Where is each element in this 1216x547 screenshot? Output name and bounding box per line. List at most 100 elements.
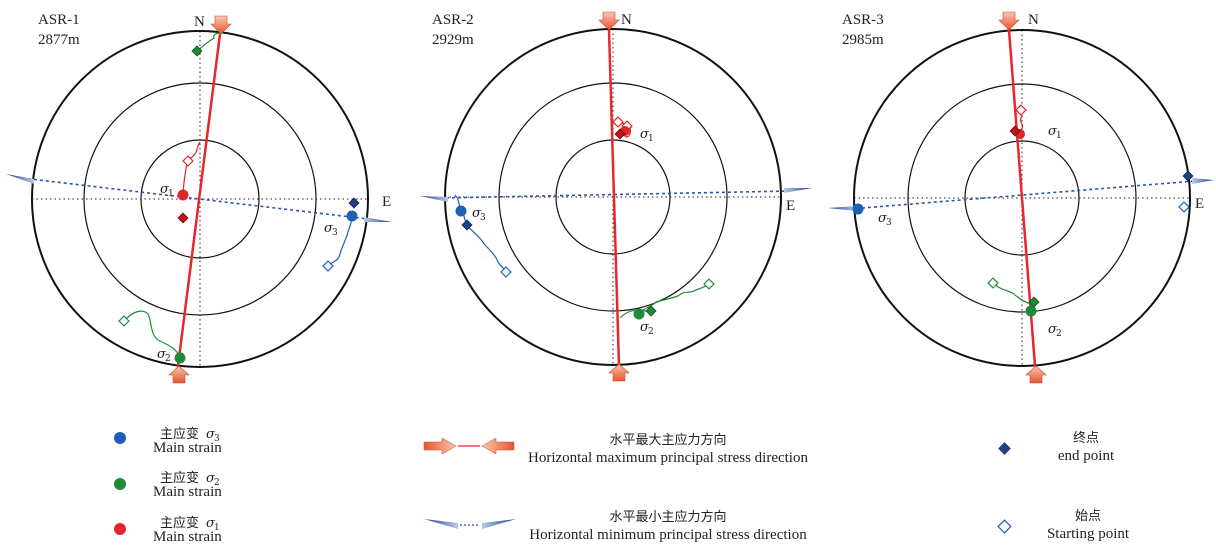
shmax-arrow-south [168, 365, 190, 384]
sigma2-top-trace [196, 32, 222, 53]
legend-en: Main strain [153, 440, 222, 456]
shmax-arrow-north [598, 11, 620, 31]
shmin-arrow-east [1192, 178, 1214, 184]
sigma1-sub: 1 [648, 134, 654, 144]
sigma2-label: σ [157, 347, 167, 362]
sigma2-end-point [1028, 296, 1040, 308]
shmin-arrow-east [364, 217, 392, 222]
sigma3-sub: 3 [480, 213, 486, 223]
sigma3-start-point [1178, 201, 1190, 213]
sigma1-sub: 1 [168, 189, 174, 199]
shmax-arrow-south [608, 363, 630, 382]
sigma1-start-point [182, 155, 194, 167]
legend-sigma3-marker [114, 432, 126, 444]
panel-title: ASR-3 [842, 12, 884, 28]
legend-shmax-arrow-left [423, 437, 457, 455]
sigma2-end-point [645, 305, 657, 317]
legend-item-shmax: 水平最大主应力方向 Horizontal maximum principal s… [423, 432, 808, 466]
sigma3-sub: 3 [332, 228, 338, 238]
legend-start-point-marker [997, 519, 1012, 534]
panel-depth: 2985m [842, 32, 884, 48]
north-label: N [621, 12, 632, 28]
shmin-arrow-west [828, 206, 856, 211]
legend: 主应变 σ 3 Main strain 主应变 σ 2 Main strain … [114, 426, 1130, 545]
shmin-line [21, 177, 369, 220]
legend-item-sigma1: 主应变 σ 1 Main strain [114, 515, 222, 545]
sigma2-point [633, 308, 645, 320]
legend-en: Main strain [153, 529, 222, 545]
sigma2-trace [123, 310, 181, 358]
sigma1-trace [182, 141, 201, 195]
north-label: N [194, 14, 205, 30]
legend-en: Horizontal maximum principal stress dire… [528, 450, 808, 466]
legend-en: Horizontal minimum principal stress dire… [529, 527, 807, 543]
sigma3-point [455, 205, 467, 217]
sigma2-point [1025, 305, 1037, 317]
legend-sigma-symbol: σ [206, 516, 216, 531]
north-label: N [1028, 12, 1039, 28]
sigma1-end-point [177, 212, 189, 224]
panel-depth: 2877m [38, 32, 80, 48]
sigma3-start-point [322, 260, 334, 272]
sigma2-trace [637, 283, 710, 314]
shmin-line [849, 180, 1196, 210]
legend-zh: 主应变 [160, 426, 199, 442]
legend-sigma2-marker [114, 478, 126, 490]
sigma1-start-point [1015, 104, 1027, 116]
sigma3-trace [327, 215, 353, 267]
shmin-arrow-east [784, 188, 812, 193]
shmax-arrow-north [210, 15, 232, 35]
shmax-arrow-south [1025, 365, 1047, 384]
legend-shmin-arrow-left [424, 519, 458, 529]
legend-item-sigma3: 主应变 σ 3 Main strain [114, 426, 222, 456]
sigma2-sub: 2 [648, 327, 654, 337]
sigma1-label: σ [640, 127, 650, 142]
sigma3-point [346, 210, 358, 222]
sigma3-label: σ [472, 206, 482, 221]
sigma1-start-point [612, 116, 624, 128]
legend-sigma-sub: 3 [214, 434, 220, 444]
legend-zh: 主应变 [160, 470, 199, 486]
sigma3-end-point [1182, 170, 1194, 182]
sigma2-sub: 2 [1056, 329, 1062, 339]
legend-zh: 终点 [1073, 430, 1099, 446]
sigma1-end-point [1009, 125, 1021, 137]
east-label: E [786, 198, 795, 214]
shmax-line [176, 33, 222, 367]
panel-asr-2: ASR-2 2929m N E σ 1 σ 2 σ [420, 11, 812, 382]
shmax-line [607, 29, 621, 367]
panel-depth: 2929m [432, 32, 474, 48]
sigma2-label: σ [640, 320, 650, 335]
sigma2-start-point [118, 315, 130, 327]
sigma2-trace [992, 282, 1033, 312]
sigma1-sub: 1 [1056, 131, 1062, 141]
legend-zh: 水平最小主应力方向 [609, 509, 726, 525]
sigma1-point [177, 189, 189, 201]
legend-sigma1-marker [114, 523, 126, 535]
sigma3-sub: 3 [886, 218, 892, 228]
legend-sigma-symbol: σ [206, 471, 216, 486]
sigma3-end-point [461, 219, 473, 231]
legend-en: end point [1058, 448, 1115, 464]
panel-asr-3: ASR-3 2985m N E σ 1 σ 2 σ 3 [828, 11, 1214, 384]
legend-sigma-sub: 1 [214, 523, 220, 533]
panel-title: ASR-2 [432, 12, 474, 28]
sigma2-point [174, 352, 186, 364]
sigma2-top-end-point [191, 45, 203, 57]
sigma1-end-point [614, 128, 626, 140]
sigma2-label: σ [1048, 322, 1058, 337]
shmin-arrow-west [420, 196, 448, 202]
legend-sigma-sub: 2 [214, 478, 220, 488]
legend-shmin-arrow-right [482, 519, 516, 529]
shmax-arrow-north [998, 11, 1020, 31]
legend-item-start-point: 始点 Starting point [997, 509, 1130, 542]
sigma2-start-point [703, 278, 715, 290]
east-label: E [1195, 196, 1204, 212]
legend-item-sigma2: 主应变 σ 2 Main strain [114, 470, 222, 500]
sigma2-sub: 2 [165, 354, 171, 364]
sigma3-start-point [500, 266, 512, 278]
legend-zh: 始点 [1075, 509, 1101, 524]
sigma3-label: σ [324, 221, 334, 236]
panel-title: ASR-1 [38, 12, 80, 28]
